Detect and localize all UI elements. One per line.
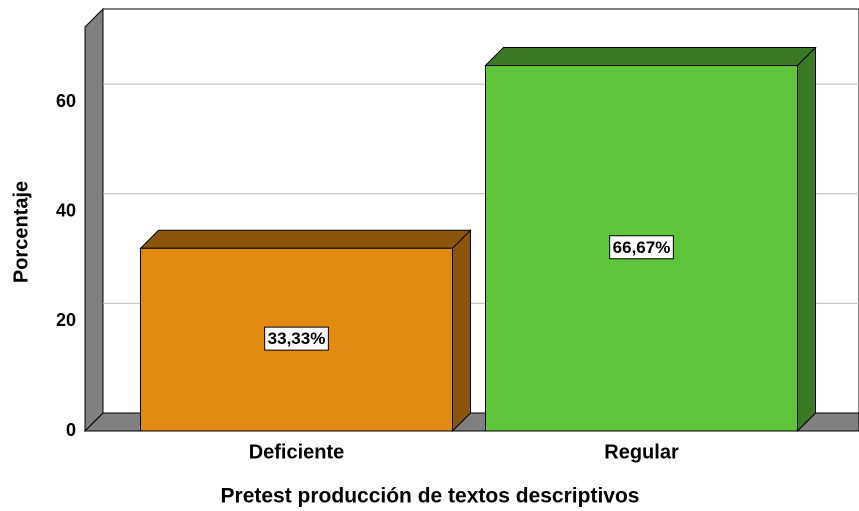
bar-top (139, 229, 472, 249)
y-tick-label: 20 (56, 310, 76, 330)
y-tick-label: 0 (66, 420, 76, 440)
side-wall (84, 7, 104, 433)
y-tick-label: 60 (56, 91, 76, 111)
bar-top (484, 47, 817, 67)
bar-side (797, 46, 816, 433)
y-tick-label: 40 (56, 200, 76, 220)
x-tick-label: Regular (604, 441, 679, 463)
x-axis-title: Pretest producción de textos descriptivo… (221, 485, 640, 508)
y-axis-title: Porcentaje (10, 181, 32, 283)
data-label: 33,33% (268, 329, 326, 348)
data-label-box (609, 235, 674, 260)
data-label-box (264, 326, 329, 351)
x-tick-label: Deficiente (249, 441, 345, 463)
bar-side (452, 229, 471, 433)
data-label: 66,67% (613, 238, 671, 257)
